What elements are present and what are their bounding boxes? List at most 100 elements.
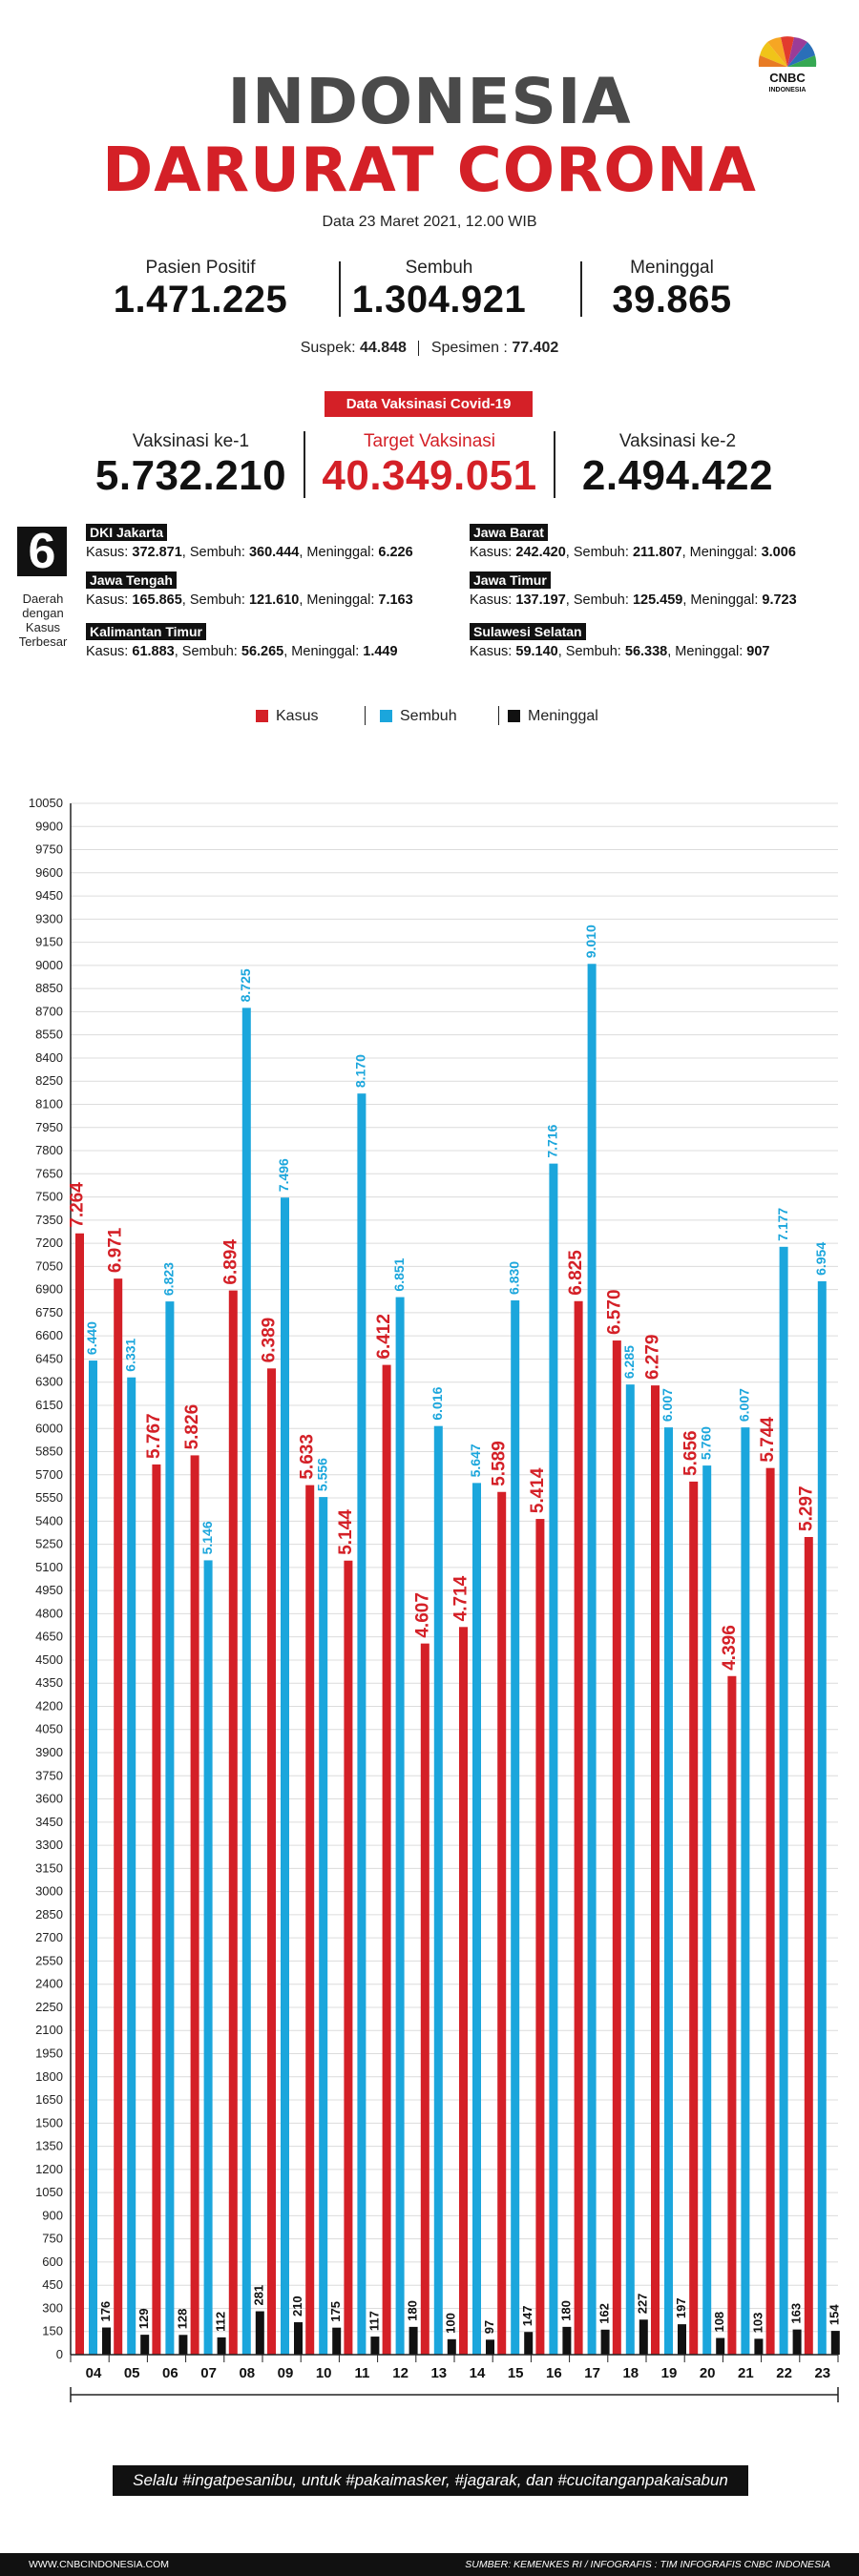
footer-source: SUMBER: KEMENKES RI / INFOGRAFIS : TIM I… <box>465 2559 830 2570</box>
footer-bar: WWW.CNBCINDONESIA.COM SUMBER: KEMENKES R… <box>0 2553 859 2576</box>
data-label-kasus: 4.607 <box>412 1592 432 1638</box>
data-label-kasus: 6.279 <box>643 1335 663 1381</box>
data-label-kasus: 4.714 <box>451 1575 471 1621</box>
bar-chart: 0 150 300 450 600 750 900 1050 1200 1350 1500 1650 1… <box>29 796 842 2402</box>
vaksinasi-1-label: Vaksinasi ke-1 <box>132 431 250 451</box>
data-label-kasus: 5.826 <box>182 1404 202 1450</box>
y-tick-label: 5250 <box>35 1537 63 1551</box>
bar-kasus <box>574 1300 583 2355</box>
y-tick-label: 1350 <box>35 2139 63 2153</box>
region-data: Kasus: 59.140, Sembuh: 56.338, Meninggal… <box>470 644 770 659</box>
footer-message: Selalu #ingatpesanibu, untuk #pakaimaske… <box>113 2465 748 2496</box>
data-label-sembuh: 6.823 <box>161 1262 177 1296</box>
x-tick-label: 23 <box>814 2365 830 2381</box>
bar-kasus <box>267 1368 276 2355</box>
stat-sembuh-label: Sembuh <box>405 258 473 278</box>
bar-kasus <box>765 1467 775 2355</box>
data-label-sembuh: 9.010 <box>583 924 598 958</box>
x-tick-label: 09 <box>278 2365 294 2381</box>
region-name: Jawa Tengah <box>86 571 177 589</box>
data-date: Data 23 Maret 2021, 12.00 WIB <box>322 214 537 230</box>
bar-sembuh <box>281 1197 289 2355</box>
y-tick-label: 4350 <box>35 1675 63 1690</box>
y-tick-label: 7950 <box>35 1120 63 1134</box>
bar-sembuh <box>702 1465 712 2355</box>
data-label-sembuh: 6.016 <box>430 1386 445 1420</box>
y-tick-label: 750 <box>42 2232 63 2246</box>
y-tick-label: 9600 <box>35 865 63 880</box>
region-data: Kasus: 165.865, Sembuh: 121.610, Meningg… <box>86 592 413 608</box>
y-tick-label: 900 <box>42 2208 63 2222</box>
bar-meninggal <box>716 2337 725 2355</box>
y-tick-label: 7200 <box>35 1236 63 1250</box>
data-label-kasus: 6.570 <box>604 1289 624 1335</box>
bar-kasus <box>228 1290 238 2355</box>
bar-kasus <box>612 1340 621 2355</box>
y-tick-label: 1950 <box>35 2046 63 2061</box>
data-label-sembuh: 7.496 <box>276 1158 291 1192</box>
y-tick-label: 10050 <box>29 796 63 810</box>
data-label-kasus: 5.589 <box>490 1441 510 1486</box>
y-tick-label: 9300 <box>35 911 63 925</box>
data-label-kasus: 6.825 <box>566 1250 586 1296</box>
data-label-meninggal: 162 <box>597 2303 612 2324</box>
bar-kasus <box>651 1385 660 2355</box>
x-tick-label: 13 <box>430 2365 447 2381</box>
region-name: DKI Jakarta <box>86 524 168 541</box>
data-label-sembuh: 6.954 <box>813 1242 828 1276</box>
bar-meninggal <box>409 2326 418 2355</box>
y-tick-label: 8400 <box>35 1050 63 1065</box>
peacock-logo-icon: CNBC INDONESIA <box>758 36 817 93</box>
y-tick-label: 8700 <box>35 1004 63 1018</box>
data-label-sembuh: 8.725 <box>238 968 253 1002</box>
y-tick-label: 4200 <box>35 1698 63 1713</box>
divider <box>554 431 555 498</box>
vaksinasi-2-value: 2.494.422 <box>581 452 774 499</box>
data-label-kasus: 5.414 <box>528 1467 548 1513</box>
data-label-sembuh: 6.007 <box>737 1388 752 1422</box>
data-label-meninggal: 281 <box>252 2285 266 2306</box>
data-label-sembuh: 6.830 <box>506 1261 521 1295</box>
data-label-kasus: 6.894 <box>220 1239 241 1285</box>
data-label-kasus: 7.264 <box>68 1182 88 1228</box>
stat-meninggal-value: 39.865 <box>612 279 732 321</box>
region-item: Jawa Barat Kasus: 242.420, Sembuh: 211.8… <box>470 524 796 560</box>
bar-sembuh <box>241 1008 251 2355</box>
bar-meninggal <box>562 2326 572 2355</box>
data-label-kasus: 5.767 <box>144 1413 164 1459</box>
region-item: Sulawesi Selatan Kasus: 59.140, Sembuh: … <box>470 623 769 659</box>
y-tick-label: 600 <box>42 2254 63 2269</box>
suspek-spesimen: Suspek: 44.848 Spesimen : 77.402 <box>0 340 859 357</box>
x-tick-label: 17 <box>584 2365 600 2381</box>
data-label-kasus: 6.971 <box>106 1227 126 1273</box>
y-tick-label: 2100 <box>35 2023 63 2037</box>
vaksinasi-1-value: 5.732.210 <box>94 452 287 499</box>
region-name: Sulawesi Selatan <box>470 623 586 640</box>
data-label-meninggal: 103 <box>750 2313 765 2334</box>
y-tick-label: 9750 <box>35 842 63 857</box>
bar-sembuh <box>625 1384 635 2355</box>
y-tick-label: 5100 <box>35 1560 63 1574</box>
stat-sembuh: Sembuh 1.304.921 <box>344 258 534 322</box>
bar-meninggal <box>830 2331 840 2355</box>
data-label-sembuh: 6.285 <box>621 1345 637 1379</box>
x-tick-label: 20 <box>700 2365 716 2381</box>
x-tick-label: 06 <box>162 2365 178 2381</box>
title-line-2: DARURAT CORONA <box>102 135 757 206</box>
y-tick-label: 3600 <box>35 1792 63 1806</box>
data-label-sembuh: 6.331 <box>122 1338 137 1371</box>
footer-website: WWW.CNBCINDONESIA.COM <box>29 2559 169 2570</box>
bar-meninggal <box>255 2311 264 2355</box>
x-tick-label: 22 <box>776 2365 792 2381</box>
y-tick-label: 5700 <box>35 1467 63 1482</box>
data-label-meninggal: 97 <box>482 2320 496 2334</box>
logo-text-bottom: INDONESIA <box>769 87 807 93</box>
y-tick-label: 3450 <box>35 1815 63 1829</box>
stat-sembuh-value: 1.304.921 <box>351 279 527 321</box>
x-tick-label: 15 <box>508 2365 524 2381</box>
data-label-kasus: 5.297 <box>796 1485 816 1531</box>
y-tick-label: 6900 <box>35 1282 63 1297</box>
bar-sembuh <box>779 1246 788 2355</box>
stat-positif-label: Pasien Positif <box>145 258 256 278</box>
bar-sembuh <box>395 1297 405 2355</box>
